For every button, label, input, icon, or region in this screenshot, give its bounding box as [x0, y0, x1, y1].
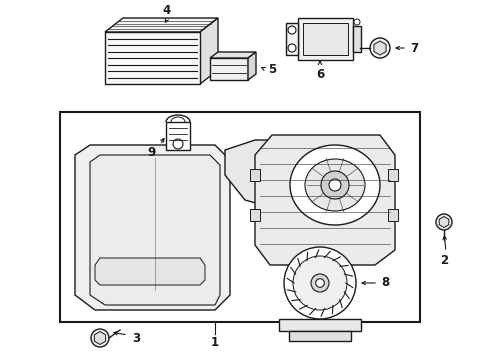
Circle shape [173, 139, 183, 149]
Text: 8: 8 [380, 276, 388, 289]
Text: 1: 1 [210, 336, 219, 348]
Circle shape [287, 44, 295, 52]
Circle shape [320, 171, 348, 199]
Text: 3: 3 [132, 332, 140, 345]
Text: 2: 2 [439, 253, 447, 266]
Text: 9: 9 [147, 145, 156, 158]
Polygon shape [209, 52, 256, 58]
Polygon shape [90, 155, 220, 305]
Bar [288, 331, 350, 341]
Circle shape [328, 179, 340, 191]
Circle shape [310, 274, 328, 292]
Polygon shape [438, 216, 448, 228]
Bar [60, 112, 419, 322]
Polygon shape [373, 41, 385, 55]
Circle shape [315, 279, 324, 287]
Polygon shape [105, 18, 218, 32]
Circle shape [284, 247, 355, 319]
Bar [387, 209, 397, 221]
Polygon shape [247, 52, 256, 80]
Polygon shape [95, 258, 204, 285]
Polygon shape [200, 18, 218, 84]
Circle shape [369, 38, 389, 58]
Circle shape [353, 19, 359, 25]
Polygon shape [285, 23, 297, 55]
Circle shape [91, 329, 109, 347]
Circle shape [435, 214, 451, 230]
Bar [249, 169, 260, 181]
Text: 4: 4 [162, 4, 170, 17]
Bar [303, 23, 347, 55]
Polygon shape [105, 32, 200, 84]
Text: 6: 6 [315, 68, 324, 81]
Ellipse shape [289, 145, 379, 225]
Polygon shape [94, 332, 105, 345]
Bar [279, 319, 360, 331]
Polygon shape [224, 140, 309, 210]
Bar [352, 26, 360, 52]
Bar [209, 58, 247, 80]
Polygon shape [254, 135, 394, 265]
Bar [387, 169, 397, 181]
Bar [297, 18, 352, 60]
Bar [165, 122, 190, 150]
Polygon shape [75, 145, 229, 310]
Bar [249, 209, 260, 221]
Ellipse shape [305, 159, 364, 211]
Circle shape [292, 256, 346, 310]
Text: 5: 5 [267, 63, 276, 76]
Circle shape [287, 26, 295, 34]
Text: 7: 7 [409, 41, 417, 54]
